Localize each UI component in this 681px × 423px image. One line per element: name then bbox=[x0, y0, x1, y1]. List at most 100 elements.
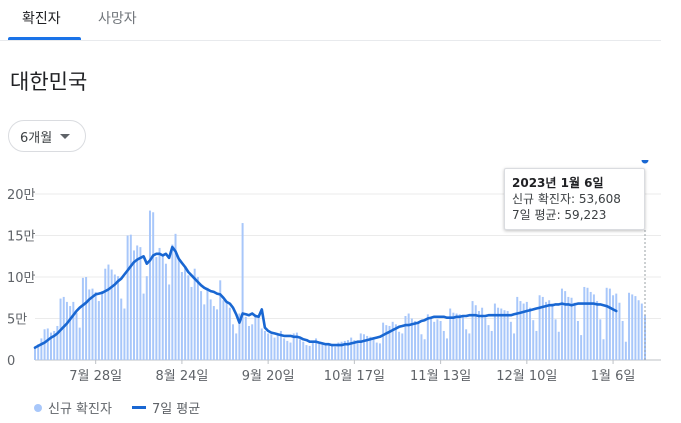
legend-average-label: 7일 평균 bbox=[151, 402, 201, 417]
cases-chart[interactable]: 0 5만 10만 15만 20만 7월 28일 8월 24일 9월 20일 10월 17일 11월… bbox=[0, 160, 681, 390]
case-bar bbox=[88, 289, 91, 360]
case-bar bbox=[465, 329, 468, 360]
case-bar bbox=[628, 292, 631, 360]
case-bar bbox=[596, 301, 599, 360]
case-bar bbox=[576, 320, 579, 360]
case-bar bbox=[532, 320, 535, 360]
case-bar bbox=[117, 276, 120, 360]
case-bar bbox=[343, 340, 346, 360]
case-bar bbox=[104, 268, 107, 360]
case-bar bbox=[318, 342, 321, 360]
case-bar bbox=[81, 277, 84, 360]
case-bar bbox=[305, 345, 308, 360]
case-bar bbox=[311, 341, 314, 360]
x-tick-label: 12월 10일 bbox=[496, 369, 557, 384]
case-bar bbox=[286, 340, 289, 360]
case-bar bbox=[439, 320, 442, 360]
case-bar bbox=[359, 333, 362, 360]
case-bar bbox=[187, 275, 190, 360]
case-bar bbox=[375, 342, 378, 360]
case-bar bbox=[353, 340, 356, 360]
case-bar bbox=[484, 317, 487, 360]
case-bar bbox=[487, 325, 490, 360]
case-bar bbox=[513, 333, 516, 360]
case-bar bbox=[573, 302, 576, 360]
case-bar bbox=[184, 267, 187, 360]
case-bar bbox=[308, 345, 311, 360]
case-bar bbox=[327, 345, 330, 360]
case-bar bbox=[216, 309, 219, 360]
case-bar bbox=[37, 344, 40, 360]
case-bar bbox=[583, 286, 586, 360]
case-bar bbox=[193, 268, 196, 360]
case-bar bbox=[420, 334, 423, 360]
y-tick-label: 0 bbox=[7, 354, 15, 369]
case-bar bbox=[391, 321, 394, 360]
case-bar bbox=[605, 287, 608, 360]
case-bar bbox=[107, 264, 110, 360]
case-bar bbox=[72, 301, 75, 360]
case-bar bbox=[442, 330, 445, 360]
case-bar bbox=[602, 339, 605, 360]
case-bar bbox=[548, 300, 551, 360]
case-bar bbox=[139, 247, 142, 360]
legend-average-line-icon bbox=[131, 406, 146, 409]
case-bar bbox=[232, 324, 235, 360]
case-bar bbox=[101, 291, 104, 360]
case-bar bbox=[490, 330, 493, 360]
legend-cases-label: 신규 확진자 bbox=[48, 402, 112, 417]
case-bar bbox=[407, 313, 410, 360]
y-tick-label: 10만 bbox=[7, 271, 36, 286]
case-bar bbox=[53, 330, 56, 360]
case-bar bbox=[618, 302, 621, 360]
case-bar bbox=[410, 318, 413, 360]
case-bar bbox=[228, 307, 231, 360]
case-bar bbox=[525, 301, 528, 360]
case-bar bbox=[529, 307, 532, 360]
case-bar bbox=[177, 259, 180, 360]
x-tick-label: 10월 17일 bbox=[324, 369, 385, 384]
case-bar bbox=[49, 332, 52, 360]
average-line bbox=[33, 245, 618, 349]
case-bar bbox=[404, 316, 407, 360]
case-bar bbox=[388, 325, 391, 360]
tab-cases[interactable]: 확진자 bbox=[22, 11, 61, 27]
case-bar bbox=[458, 314, 461, 360]
range-dropdown[interactable]: 6개월 bbox=[8, 120, 86, 152]
case-bar bbox=[350, 337, 353, 360]
case-bar bbox=[637, 300, 640, 360]
case-bar bbox=[580, 335, 583, 360]
case-bar bbox=[110, 269, 113, 360]
case-bar bbox=[174, 233, 177, 360]
case-bar bbox=[334, 346, 337, 360]
case-bar bbox=[497, 307, 500, 360]
case-bar bbox=[474, 305, 477, 360]
case-bar bbox=[340, 341, 343, 360]
tab-deaths[interactable]: 사망자 bbox=[98, 11, 137, 27]
case-bar bbox=[426, 314, 429, 360]
y-tick-label: 15만 bbox=[7, 230, 36, 245]
case-bar bbox=[477, 311, 480, 360]
range-dropdown-label: 6개월 bbox=[20, 130, 53, 146]
case-bar bbox=[133, 250, 135, 360]
case-bar bbox=[634, 296, 637, 360]
case-bar bbox=[570, 297, 573, 360]
active-tab-indicator bbox=[8, 37, 81, 40]
case-bar bbox=[200, 291, 203, 360]
case-bar bbox=[158, 247, 161, 360]
case-bar bbox=[615, 293, 618, 360]
case-bar bbox=[522, 303, 525, 360]
case-bar bbox=[554, 319, 557, 360]
case-bar bbox=[430, 316, 433, 360]
case-bar bbox=[538, 295, 541, 360]
case-bar bbox=[292, 333, 295, 360]
case-bar bbox=[624, 341, 627, 360]
case-bar bbox=[493, 303, 496, 360]
case-bar bbox=[168, 284, 171, 360]
case-bar bbox=[69, 306, 72, 360]
case-bar bbox=[414, 320, 417, 360]
case-bar bbox=[315, 338, 318, 360]
case-bar bbox=[46, 328, 49, 360]
case-bar bbox=[247, 325, 250, 360]
case-bar bbox=[148, 210, 151, 360]
